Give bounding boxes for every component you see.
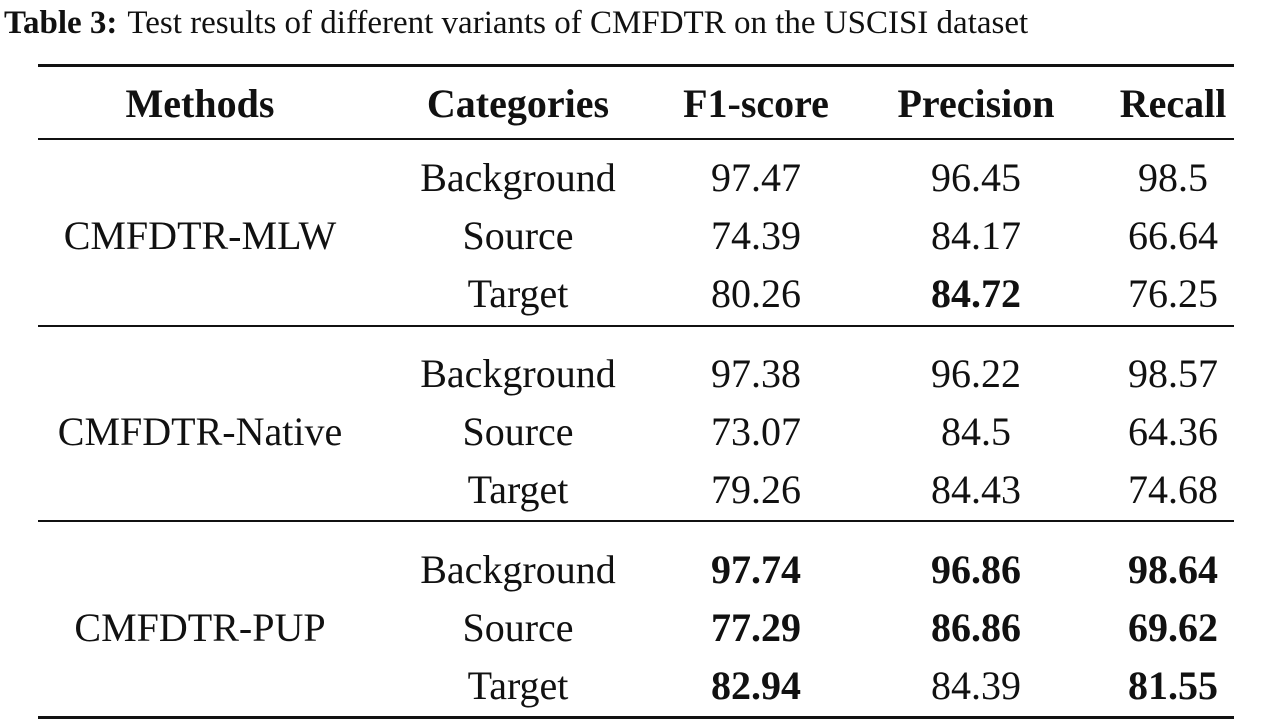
recall-cell: 64.36 — [1128, 409, 1218, 454]
precision-cell: 84.5 — [941, 409, 1011, 454]
f1-cell: 80.26 — [711, 271, 801, 316]
category-cell: Source — [462, 213, 574, 258]
recall-cell: 98.64 — [1128, 547, 1218, 592]
precision-cell: 96.45 — [931, 155, 1021, 200]
precision-cell: 96.86 — [931, 547, 1021, 592]
f1-cell: 74.39 — [711, 213, 801, 258]
category-cell: Background — [420, 351, 616, 396]
recall-cell: 98.5 — [1138, 155, 1208, 200]
caption-text: Test results of different variants of CM… — [127, 5, 1029, 41]
group-rule — [38, 520, 1234, 522]
method-label: CMFDTR-PUP — [74, 605, 326, 650]
recall-cell: 69.62 — [1128, 605, 1218, 650]
precision-cell: 84.17 — [931, 213, 1021, 258]
header-precision: Precision — [897, 81, 1055, 126]
method-label: CMFDTR-MLW — [63, 213, 337, 258]
f1-cell: 97.38 — [711, 351, 801, 396]
header-rule — [38, 138, 1234, 140]
header-categories: Categories — [426, 81, 610, 126]
precision-cell: 84.72 — [931, 271, 1021, 316]
recall-cell: 81.55 — [1128, 663, 1218, 708]
recall-cell: 76.25 — [1128, 271, 1218, 316]
f1-cell: 82.94 — [711, 663, 801, 708]
precision-cell: 96.22 — [931, 351, 1021, 396]
category-cell: Background — [420, 155, 616, 200]
f1-cell: 97.74 — [711, 547, 801, 592]
header-f1-score: F1-score — [683, 81, 829, 126]
f1-cell: 79.26 — [711, 467, 801, 512]
category-cell: Target — [467, 663, 569, 708]
recall-cell: 98.57 — [1128, 351, 1218, 396]
f1-cell: 73.07 — [711, 409, 801, 454]
precision-cell: 86.86 — [931, 605, 1021, 650]
category-cell: Background — [420, 547, 616, 592]
bottom-rule — [38, 716, 1234, 719]
category-cell: Source — [462, 409, 574, 454]
f1-cell: 97.47 — [711, 155, 801, 200]
category-cell: Target — [467, 271, 569, 316]
header-recall: Recall — [1119, 81, 1227, 126]
recall-cell: 66.64 — [1128, 213, 1218, 258]
table-caption: Table 3: Test results of different varian… — [4, 0, 1272, 46]
category-cell: Source — [462, 605, 574, 650]
recall-cell: 74.68 — [1128, 467, 1218, 512]
f1-cell: 77.29 — [711, 605, 801, 650]
category-cell: Target — [467, 467, 569, 512]
precision-cell: 84.43 — [931, 467, 1021, 512]
method-label: CMFDTR-Native — [57, 409, 343, 454]
precision-cell: 84.39 — [931, 663, 1021, 708]
header-methods: Methods — [125, 81, 275, 126]
group-rule — [38, 325, 1234, 327]
top-rule — [38, 64, 1234, 67]
caption-label: Table 3: — [4, 5, 118, 41]
